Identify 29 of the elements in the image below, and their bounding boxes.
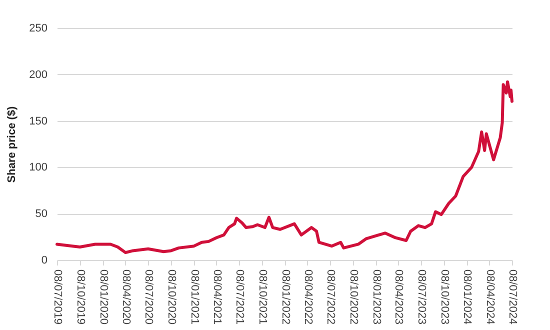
x-tick-label: 08/04/2024 [484,270,496,325]
x-tick-label: 08/10/2020 [166,270,178,325]
x-tick-label: 08/07/2019 [52,270,64,325]
x-tick-label: 08/04/2023 [392,270,405,325]
y-tick-label: 200 [29,68,48,81]
x-tick-label: 08/04/2022 [302,270,314,325]
x-tick-label: 08/07/2021 [234,270,246,325]
x-tick-label: 08/07/2024 [506,270,518,325]
x-tick-label: 08/01/2022 [279,270,292,325]
x-tick-label: 08/04/2021 [210,270,223,325]
y-tick-label: 100 [29,162,48,174]
x-tick-label: 08/04/2020 [120,270,132,325]
y-tick-label: 0 [41,254,48,266]
y-tick-label: 50 [35,208,48,220]
x-tick-label: 08/01/2024 [461,270,474,325]
x-tick-label: 08/07/2020 [142,270,155,325]
x-tick-label: 08/07/2022 [324,270,336,325]
x-tick-label: 08/10/2019 [74,270,86,325]
x-tick-label: 08/01/2020 [97,270,110,325]
line-series [56,80,514,254]
x-tick-label: 08/01/2021 [188,270,200,325]
x-tick-label: 08/01/2023 [370,270,382,325]
x-tick-label: 08/10/2023 [438,270,450,325]
y-axis-title: Share price ($) [6,106,18,183]
y-tick-label: 250 [29,22,48,34]
y-tick-label: 150 [29,115,48,128]
x-tick-label: 08/10/2022 [347,270,360,325]
x-tick-label: 08/10/2021 [256,270,268,325]
x-tick-label: 08/07/2023 [415,270,428,325]
